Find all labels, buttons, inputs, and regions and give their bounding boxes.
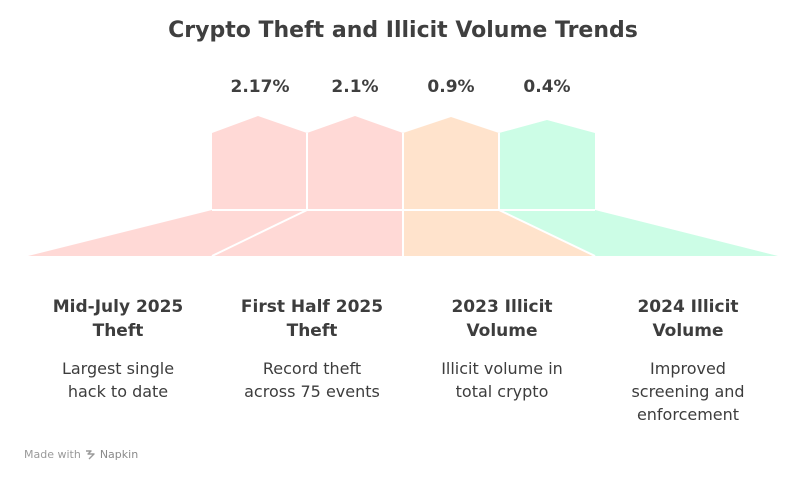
item-title: 2023 Illicit Volume	[451, 297, 553, 341]
item-column-3: 2023 Illicit Volume Illicit volume in tota…	[416, 295, 588, 403]
item-column-1: Mid-July 2025 Theft Largest single hack to…	[32, 295, 204, 403]
bar-4	[499, 120, 595, 210]
fan-segment-4	[499, 210, 778, 256]
value-label-4: 0.4%	[523, 77, 571, 97]
napkin-brand: Napkin	[99, 448, 139, 461]
value-label-1: 2.17%	[230, 77, 290, 97]
item-description: Improved screening and enforcement	[631, 359, 745, 424]
value-label-2: 2.1%	[331, 77, 379, 97]
item-title: Mid-July 2025 Theft	[52, 297, 184, 341]
value-label-3: 0.9%	[427, 77, 475, 97]
bar-2	[307, 116, 403, 210]
fan-segment-3	[403, 210, 595, 256]
napkin-logo-icon	[85, 450, 95, 460]
item-title: 2024 Illicit Volume	[637, 297, 739, 341]
item-description: Record theft across 75 events	[244, 359, 380, 401]
item-title: First Half 2025 Theft	[240, 297, 384, 341]
item-description: Largest single hack to date	[61, 359, 175, 401]
item-column-4: 2024 Illicit Volume Improved screening and…	[602, 295, 774, 426]
bar-3	[403, 117, 499, 210]
made-with-label: Made with	[24, 448, 81, 461]
fan-segment-2	[212, 210, 403, 256]
fan-segment-1	[28, 210, 307, 256]
item-description: Illicit volume in total crypto	[441, 359, 563, 401]
item-column-2: First Half 2025 Theft Record theft across …	[226, 295, 398, 403]
made-with-napkin-footer[interactable]: Made with Napkin	[24, 448, 138, 461]
diagram-title: Crypto Theft and Illicit Volume Trends	[168, 18, 638, 43]
bar-1	[212, 116, 307, 210]
